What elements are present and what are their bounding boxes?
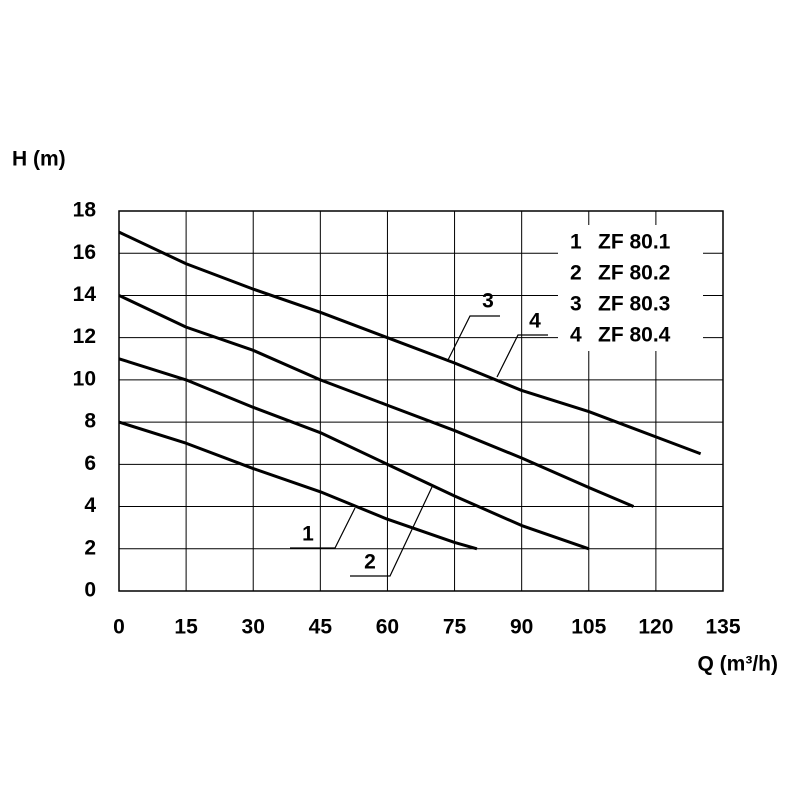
y-tick-label: 2 xyxy=(84,536,96,559)
x-tick-label: 135 xyxy=(705,616,740,639)
leader-line xyxy=(447,315,500,361)
curve-label: 3 xyxy=(482,290,494,313)
y-tick-label: 0 xyxy=(84,579,96,602)
curve-label: 4 xyxy=(529,310,541,333)
legend-label: ZF 80.3 xyxy=(598,293,670,316)
x-tick-label: 120 xyxy=(638,616,673,639)
curve-label: 1 xyxy=(302,523,314,546)
legend-label: ZF 80.1 xyxy=(598,231,671,254)
legend-label: ZF 80.2 xyxy=(598,262,670,285)
curve xyxy=(118,230,702,456)
leader-line xyxy=(350,486,433,577)
y-tick-label: 6 xyxy=(84,452,96,475)
y-tick-label: 8 xyxy=(84,410,96,433)
legend-number: 2 xyxy=(570,262,582,285)
x-tick-label: 30 xyxy=(242,616,265,639)
curve xyxy=(118,357,590,551)
legend-number: 3 xyxy=(570,293,582,316)
legend-label: ZF 80.4 xyxy=(598,324,671,347)
x-tick-label: 105 xyxy=(571,616,606,639)
y-axis-label: H (m) xyxy=(12,148,66,171)
x-tick-label: 15 xyxy=(174,616,198,639)
x-tick-label: 0 xyxy=(113,616,125,639)
x-tick-label: 75 xyxy=(443,616,467,639)
legend-box xyxy=(558,225,703,351)
legend-number: 4 xyxy=(570,324,582,347)
x-tick-label: 90 xyxy=(510,616,533,639)
curve xyxy=(118,420,478,551)
leader-line xyxy=(496,334,548,378)
curve-label: 2 xyxy=(364,551,376,574)
legend-number: 1 xyxy=(570,231,582,254)
y-tick-label: 4 xyxy=(84,494,96,517)
y-tick-label: 14 xyxy=(73,283,97,306)
y-tick-label: 10 xyxy=(73,367,96,390)
leader-line xyxy=(290,507,356,549)
x-tick-label: 45 xyxy=(309,616,333,639)
x-axis-label: Q (m³/h) xyxy=(698,653,778,676)
y-tick-label: 12 xyxy=(73,325,96,348)
y-tick-label: 16 xyxy=(73,241,96,264)
curve xyxy=(118,294,635,508)
x-tick-label: 60 xyxy=(376,616,399,639)
y-tick-label: 18 xyxy=(73,199,97,222)
plot-frame xyxy=(118,210,724,592)
